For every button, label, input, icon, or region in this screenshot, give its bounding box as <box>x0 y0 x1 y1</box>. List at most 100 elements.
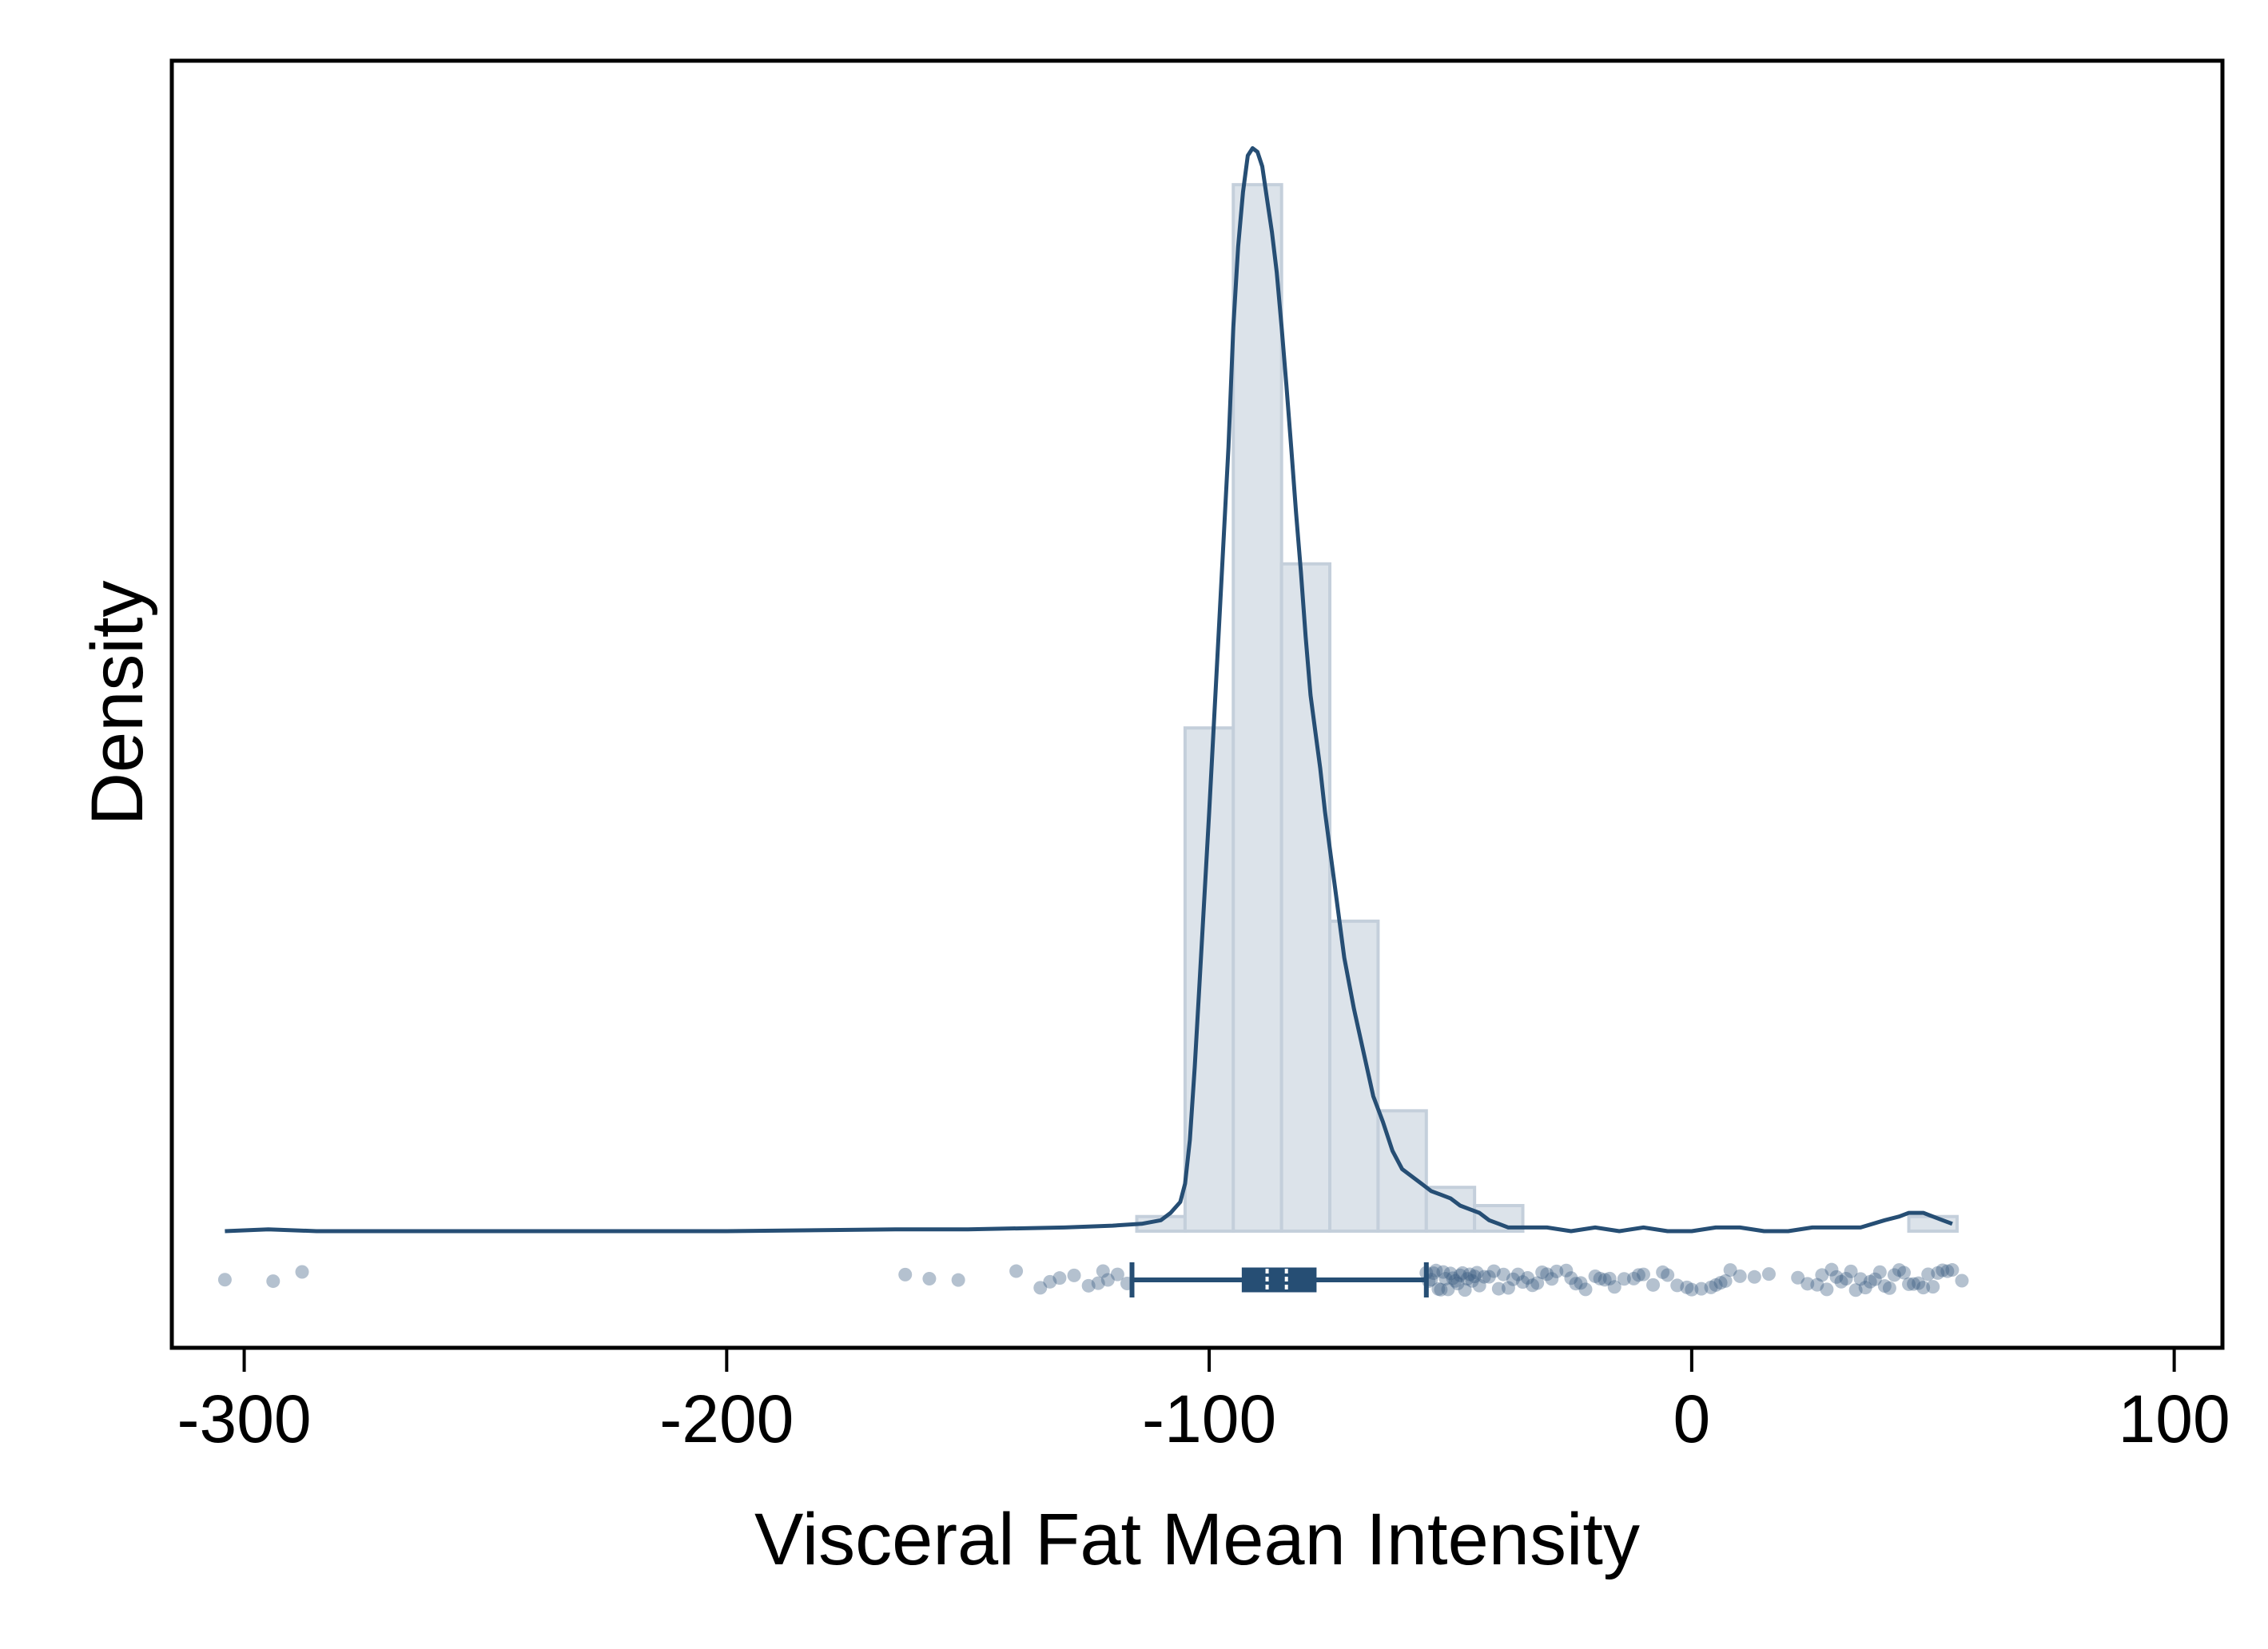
data-point <box>1443 1266 1458 1281</box>
data-point <box>1882 1281 1896 1295</box>
data-point <box>295 1265 309 1279</box>
data-point <box>1448 1274 1462 1288</box>
data-point <box>1458 1283 1472 1297</box>
data-point <box>1438 1272 1453 1286</box>
data-point <box>1656 1265 1670 1279</box>
data-point <box>1718 1274 1733 1288</box>
data-point <box>1733 1269 1747 1283</box>
data-point <box>1470 1266 1484 1280</box>
data-point <box>1955 1274 1969 1288</box>
data-point <box>1081 1278 1096 1293</box>
data-point <box>1810 1277 1824 1292</box>
data-point <box>1067 1268 1081 1282</box>
data-point <box>1844 1264 1858 1278</box>
y-axis-title: Density <box>77 581 158 826</box>
data-point <box>1713 1276 1728 1290</box>
data-point <box>1559 1263 1574 1277</box>
data-point <box>1530 1276 1545 1290</box>
data-point <box>1465 1274 1479 1288</box>
data-point <box>1434 1282 1448 1297</box>
x-tick-label: -300 <box>177 1381 312 1456</box>
x-tick-label: 100 <box>2119 1381 2230 1456</box>
data-point <box>1496 1267 1510 1281</box>
data-point <box>1685 1282 1699 1297</box>
data-point <box>1110 1267 1124 1281</box>
data-point <box>1467 1270 1482 1284</box>
data-point <box>1506 1272 1520 1286</box>
data-point <box>1863 1274 1877 1289</box>
data-point <box>1043 1274 1057 1289</box>
data-point <box>1680 1280 1694 1294</box>
data-point <box>1455 1266 1470 1280</box>
data-point <box>1877 1279 1892 1293</box>
data-point <box>951 1273 965 1287</box>
data-point <box>1824 1262 1839 1277</box>
data-point <box>1574 1276 1588 1290</box>
data-point <box>1450 1276 1465 1290</box>
data-point <box>1940 1264 1955 1278</box>
jitter-points <box>217 1262 1969 1297</box>
data-point <box>922 1272 937 1286</box>
data-point <box>898 1267 913 1281</box>
data-point <box>1491 1281 1506 1296</box>
x-tick-label: 0 <box>1673 1381 1710 1456</box>
data-point <box>1482 1270 1496 1284</box>
histogram-bar <box>1231 183 1283 1233</box>
data-point <box>1897 1266 1912 1280</box>
data-point <box>1100 1273 1115 1287</box>
data-point <box>1791 1270 1805 1285</box>
x-axis-ticks: -300 -200 -100 0 100 <box>177 1348 2230 1456</box>
data-point <box>1709 1277 1723 1292</box>
data-point <box>1431 1281 1446 1296</box>
data-point <box>1834 1274 1848 1289</box>
data-point <box>1462 1267 1477 1281</box>
box-iqr <box>1241 1267 1317 1293</box>
data-point <box>1486 1264 1501 1278</box>
data-point <box>1460 1272 1474 1286</box>
data-point <box>1477 1270 1491 1284</box>
data-point <box>1472 1278 1486 1293</box>
data-point <box>1945 1263 1960 1277</box>
data-point <box>1921 1267 1936 1281</box>
data-point <box>1446 1271 1460 1285</box>
data-point <box>1704 1280 1718 1294</box>
x-tick-label: -200 <box>659 1381 794 1456</box>
data-point <box>1588 1269 1602 1283</box>
data-point <box>1636 1267 1650 1281</box>
density-curve <box>225 146 1953 1234</box>
data-point <box>1564 1271 1578 1285</box>
data-point <box>1602 1271 1617 1285</box>
data-point <box>1436 1265 1450 1279</box>
data-point <box>1578 1282 1593 1297</box>
data-point <box>1540 1267 1554 1281</box>
data-point <box>1839 1271 1853 1285</box>
data-point <box>1902 1277 1916 1291</box>
data-point <box>1429 1263 1443 1277</box>
data-point <box>1569 1277 1583 1291</box>
x-axis-title: Visceral Fat Mean Intensity <box>754 1499 1640 1580</box>
data-point <box>1535 1266 1550 1280</box>
data-point <box>1545 1272 1559 1286</box>
data-point <box>1453 1268 1467 1282</box>
data-point <box>1800 1277 1815 1291</box>
data-point <box>1091 1276 1105 1290</box>
data-point <box>1907 1277 1921 1291</box>
data-point <box>1912 1276 1926 1290</box>
data-point <box>1892 1263 1906 1277</box>
data-point <box>1916 1281 1931 1295</box>
data-point <box>1501 1281 1515 1295</box>
data-point <box>266 1274 281 1289</box>
boxplot <box>1129 1262 1429 1297</box>
data-point <box>217 1273 232 1287</box>
data-point <box>1626 1271 1641 1285</box>
data-point <box>1607 1280 1621 1294</box>
data-point <box>1694 1281 1709 1296</box>
data-point <box>1096 1264 1110 1278</box>
data-point <box>1550 1264 1564 1278</box>
data-point <box>1646 1277 1661 1292</box>
data-point <box>1868 1272 1882 1286</box>
data-point <box>1033 1281 1048 1295</box>
data-point <box>1598 1273 1612 1287</box>
data-point <box>1723 1263 1737 1277</box>
